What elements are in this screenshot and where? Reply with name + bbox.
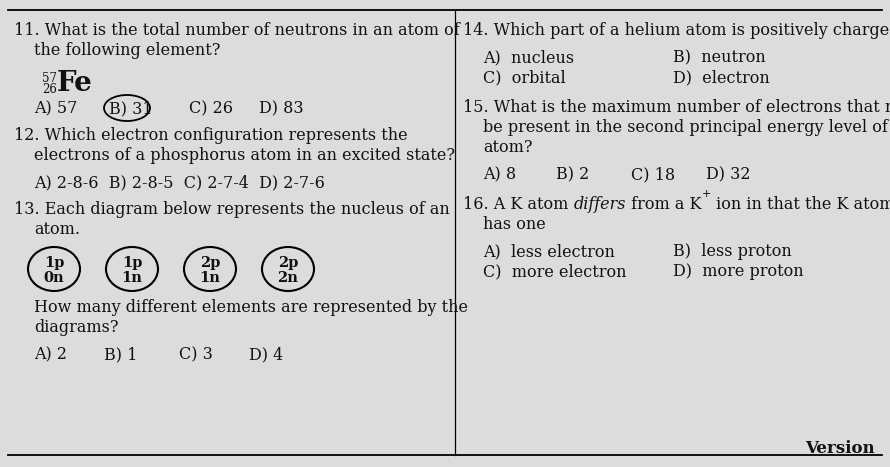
Text: A)  less electron: A) less electron (483, 243, 615, 260)
Text: diagrams?: diagrams? (34, 319, 118, 336)
Text: atom.: atom. (34, 221, 80, 238)
Text: B) 31: B) 31 (109, 100, 152, 117)
Text: B) 2: B) 2 (556, 166, 589, 183)
Text: How many different elements are represented by the: How many different elements are represen… (34, 299, 468, 316)
Text: D) 83: D) 83 (259, 100, 303, 117)
Text: has one: has one (483, 216, 546, 233)
Text: A) 8: A) 8 (483, 166, 516, 183)
Text: B)  neutron: B) neutron (673, 49, 765, 66)
Text: 1n: 1n (122, 271, 142, 285)
Text: 11. What is the total number of neutrons in an atom of: 11. What is the total number of neutrons… (14, 22, 460, 39)
Text: C)  more electron: C) more electron (483, 263, 627, 280)
Text: A)  nucleus: A) nucleus (483, 49, 574, 66)
Text: differs: differs (573, 196, 626, 213)
Text: 26: 26 (42, 83, 57, 96)
Text: Version: Version (805, 440, 875, 457)
Text: C) 18: C) 18 (631, 166, 676, 183)
Text: C) 26: C) 26 (189, 100, 233, 117)
Text: 1p: 1p (122, 256, 142, 270)
Text: atom?: atom? (483, 139, 532, 156)
Text: 13. Each diagram below represents the nucleus of an: 13. Each diagram below represents the nu… (14, 201, 449, 218)
Text: D) 4: D) 4 (249, 346, 283, 363)
Text: A) 2: A) 2 (34, 346, 67, 363)
Text: Fe: Fe (57, 70, 93, 97)
Text: 2n: 2n (278, 271, 298, 285)
Text: 14. Which part of a helium atom is positively charged?: 14. Which part of a helium atom is posit… (463, 22, 890, 39)
Text: 12. Which electron configuration represents the: 12. Which electron configuration represe… (14, 127, 408, 144)
Text: C)  orbital: C) orbital (483, 69, 566, 86)
Text: D) 32: D) 32 (706, 166, 750, 183)
Text: B)  less proton: B) less proton (673, 243, 792, 260)
Text: the following element?: the following element? (34, 42, 221, 59)
Text: 15. What is the maximum number of electrons that may: 15. What is the maximum number of electr… (463, 99, 890, 116)
Text: 1n: 1n (199, 271, 221, 285)
Text: be present in the second principal energy level of an: be present in the second principal energ… (483, 119, 890, 136)
Text: C) 3: C) 3 (179, 346, 213, 363)
Text: from a K: from a K (626, 196, 701, 213)
Text: D)  electron: D) electron (673, 69, 770, 86)
Text: D)  more proton: D) more proton (673, 263, 804, 280)
Text: B) 1: B) 1 (104, 346, 137, 363)
Text: 2p: 2p (200, 256, 220, 270)
Text: A) 57: A) 57 (34, 100, 77, 117)
Text: +: + (701, 189, 711, 199)
Text: ion in that the K atom: ion in that the K atom (711, 196, 890, 213)
Text: electrons of a phosphorus atom in an excited state?: electrons of a phosphorus atom in an exc… (34, 147, 455, 164)
Text: A) 2-8-6  B) 2-8-5  C) 2-7-4  D) 2-7-6: A) 2-8-6 B) 2-8-5 C) 2-7-4 D) 2-7-6 (34, 174, 325, 191)
Text: 0n: 0n (44, 271, 64, 285)
Text: 2p: 2p (278, 256, 298, 270)
Text: 16. A K atom: 16. A K atom (463, 196, 573, 213)
Text: 1p: 1p (44, 256, 64, 270)
Text: 57: 57 (42, 72, 57, 85)
